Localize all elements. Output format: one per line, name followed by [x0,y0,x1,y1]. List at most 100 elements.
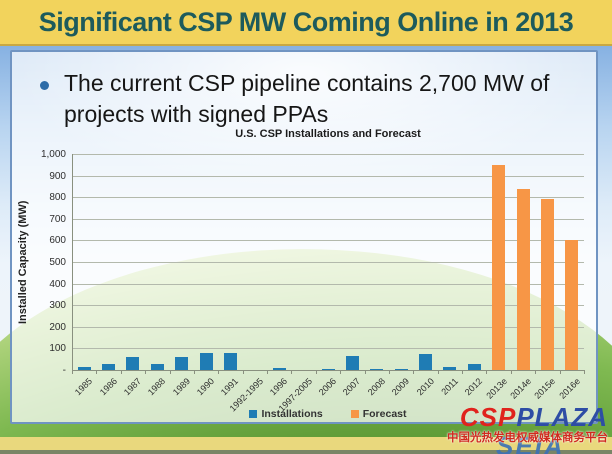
x-tick-mark [364,370,366,374]
bar-installations-2009 [394,368,408,370]
x-tick-mark [291,370,293,374]
bar-installations-1986 [102,363,116,370]
x-tick-label: 2016e [557,376,582,401]
x-tick-label: 2008 [365,376,387,398]
y-tick-label: 1,000 [40,149,66,160]
x-tick-label: 1987 [121,376,144,398]
x-tick-label: 2010 [414,376,436,398]
x-tick-mark [559,370,561,374]
x-tick-label: 2011 [439,376,460,397]
gridline [72,305,584,307]
x-tick-mark [388,370,390,374]
content-panel: The current CSP pipeline contains 2,700 … [10,50,598,424]
bar-installations-1988 [150,363,164,370]
legend-item-forecast: Forecast [350,408,407,420]
x-tick-mark [242,370,244,374]
y-tick-label: 300 [49,300,66,312]
cspplaza-tagline: 中国光热发电权威媒体商务平台 [447,432,608,444]
y-tick-label: 700 [49,213,66,225]
y-tick-label: 100 [49,343,66,355]
x-tick-label: 1991 [219,376,241,398]
bullet-dot-icon [40,81,49,90]
legend-label-forecast: Forecast [362,408,407,420]
page-title: Significant CSP MW Coming Online in 2013 [38,7,574,37]
bar-forecast-2016e [565,240,579,370]
footer-bottom-band [0,450,612,454]
bar-installations-2006 [321,369,335,370]
y-axis-line [72,154,73,370]
x-tick-mark [462,370,464,374]
gridline [72,175,584,177]
x-tick-mark [96,370,98,374]
x-tick-label: 2012 [463,376,485,398]
chart-title: U.S. CSP Installations and Forecast [235,128,421,140]
bar-installations-2010 [419,353,433,370]
legend-swatch-forecast [350,410,359,418]
gridline [72,197,584,199]
chart-legend: Installations Forecast [72,408,584,420]
y-tick-label: 600 [49,235,66,247]
cspplaza-plaza-text: PLAZA [516,402,608,432]
cspplaza-csp-text: CSP [459,402,517,432]
legend-swatch-installations [249,410,258,418]
cspplaza-logo: CSPPLAZA 中国光热发电权威媒体商务平台 [447,404,608,445]
bullet-text: The current CSP pipeline contains 2,700 … [64,70,550,127]
gridline [72,348,584,350]
x-tick-label: 1986 [97,376,119,398]
x-tick-label: 2014e [508,376,534,401]
x-tick-mark [584,370,585,374]
bar-forecast-2015e [540,199,554,370]
bar-installations-1987 [126,357,140,370]
y-tick-label: 400 [49,278,66,290]
y-tick-label: 900 [49,170,66,182]
x-tick-label: 2009 [389,376,412,398]
x-tick-label: 1996 [268,376,290,398]
gridline [72,218,584,220]
csp-installations-chart: U.S. CSP Installations and Forecast Inst… [12,122,596,422]
x-tick-label: 2015e [532,376,558,401]
y-tick-label: 200 [49,321,66,333]
x-tick-mark [145,370,147,374]
bar-installations-2007 [345,356,359,370]
x-axis-line [72,370,584,371]
x-tick-mark [486,370,488,374]
x-tick-mark [413,370,415,374]
legend-item-installations: Installations [249,408,323,420]
footer-yellow-strip [0,437,612,450]
x-tick-label: 1985 [73,376,95,398]
x-tick-mark [437,370,439,374]
bar-installations-2011 [443,367,457,370]
y-tick-label: 500 [49,257,66,268]
x-tick-label: 2007 [341,376,363,398]
x-tick-mark [315,370,317,374]
x-tick-mark [267,370,269,374]
gridline [72,262,584,263]
cspplaza-wordmark: CSPPLAZA [460,402,608,432]
x-tick-mark [340,370,342,374]
bar-installations-1990 [199,352,213,370]
x-tick-label: 1988 [146,376,168,398]
x-tick-mark [169,370,171,374]
x-tick-label: 1990 [194,376,217,398]
x-tick-mark [218,370,220,374]
plot-area: -100 200 300 400 500 600 700 800 900 1,000 1985 198… [41,149,585,414]
bar-installations-1985 [77,366,91,370]
gridline [72,326,584,328]
gridline [72,154,584,155]
x-tick-mark [72,370,73,374]
x-tick-mark [510,370,512,374]
x-tick-mark [535,370,537,374]
bar-installations-1991 [223,352,237,370]
x-tick-label: 2013e [483,376,509,401]
seia-logo: SEIA [496,431,565,454]
gridline [72,240,584,242]
gridline [72,283,584,285]
bullet-item: The current CSP pipeline contains 2,700 … [40,68,560,130]
y-tick-label: - [62,365,66,376]
bar-installations-2008 [370,368,384,370]
x-tick-mark [193,370,195,374]
x-tick-label: 1989 [170,376,192,398]
x-tick-mark [120,370,122,374]
bar-installations-1989 [175,357,189,370]
